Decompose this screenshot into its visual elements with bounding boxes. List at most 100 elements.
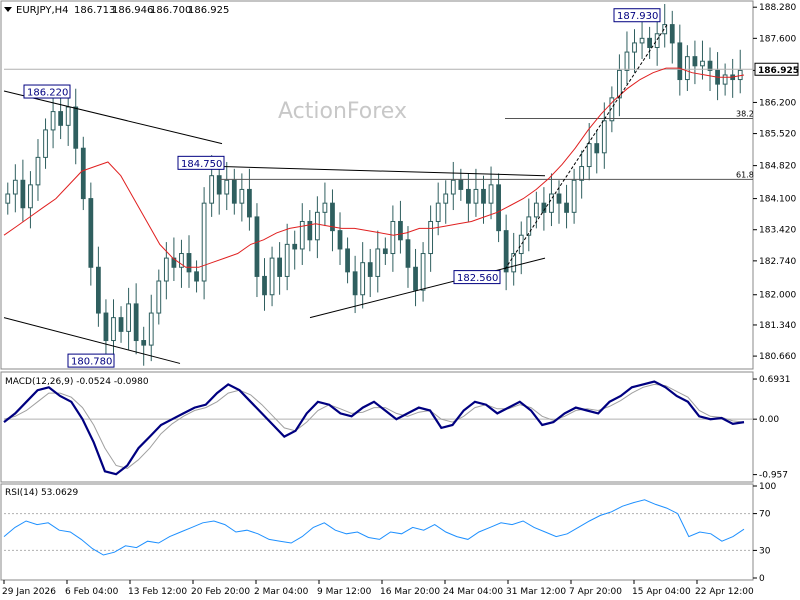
candle-body [12,179,18,195]
candle-body [428,220,434,255]
candle-body [473,188,479,204]
candle-body [231,179,237,204]
candle-body [594,143,600,154]
rsi-series [3,499,753,556]
macd-signal-line [3,383,745,469]
candle-body [269,257,275,296]
candle-body [367,262,373,277]
price-tick-label: 185.520 [759,130,796,140]
time-tick-label: 2 Mar 04:00 [254,587,309,597]
candle-body [511,253,517,273]
candle-body [526,216,532,236]
candle-body [390,220,396,255]
candle-body [239,188,245,204]
candle-body [496,184,501,232]
price-tick-label: 187.600 [759,34,796,44]
candle-body [669,24,675,44]
price-tick-label: 184.100 [759,195,796,205]
time-axis: 29 Jan 2026 6 Feb 04:00 13 Feb 12:00 20 Feb… [2,580,754,597]
candle-body [571,179,577,213]
candle-body [58,111,64,126]
price-callout-label: 186.220 [27,88,68,99]
price-series [5,4,743,366]
candle-body [224,179,230,195]
candle-body [179,253,184,268]
candle-body [330,202,335,232]
candle-body [586,143,592,168]
time-tick-label: 13 Feb 12:00 [128,587,187,597]
candle-body [103,312,109,342]
candle-body [488,184,494,204]
fib-swing-trendline [504,22,669,270]
macd-tick-label: 0.6931 [759,375,791,385]
candle-body [284,243,290,277]
price-callout-box [177,155,225,170]
rsi-axis: 100 70 30 0 [753,482,776,584]
candle-body [322,202,328,213]
candle-body [707,60,713,71]
candle-body [443,193,449,204]
candle-body [133,303,139,342]
candle-body [617,69,622,99]
fib-level-label: 38.2 [736,109,754,118]
candle-body [503,230,509,273]
time-tick-label: 6 Feb 04:00 [65,587,119,597]
candle-body [247,188,252,218]
macd-tick-label: -0.957 [759,471,788,481]
candle-body [601,120,607,154]
candle-body [345,248,350,273]
candle-body [111,317,116,342]
rsi-pane-border [0,483,754,581]
rsi-tick-label: 100 [759,482,776,492]
time-tick-label: 15 Apr 04:00 [632,587,691,597]
current-price-label: 186.925 [758,66,799,76]
candle-body [171,257,177,268]
macd-tick-label: 0.00 [759,415,779,425]
candle-body [148,312,154,346]
candle-body [579,166,585,181]
watermark: ActionForex [278,99,407,124]
candle-body [88,198,94,268]
dropdown-triangle-icon[interactable] [4,7,12,12]
candle-body [277,257,282,277]
candle-body [43,129,48,158]
candle-body [564,202,569,213]
candle-body [405,239,411,268]
candle-body [654,33,660,48]
candle-body [299,220,305,250]
candle-body [684,56,690,81]
candle-body [20,179,26,209]
candle-body [549,193,554,213]
time-tick-label: 7 Apr 20:00 [569,587,622,597]
candle-body [609,97,615,122]
price-callout-label: 184.750 [181,159,222,170]
candle-body [413,266,418,291]
candle-body [466,188,471,204]
candle-body [5,193,11,204]
price-tick-label: 181.340 [759,321,796,331]
macd-title: MACD(12,26,9) -0.0524 -0.0980 [5,377,149,387]
rsi-tick-label: 70 [759,510,771,520]
candle-body [458,179,464,190]
candle-body [662,24,668,35]
candle-body [556,193,562,204]
candle-body [632,42,637,53]
open-value: 186.713 [74,5,115,16]
price-tick-label: 180.660 [759,352,796,362]
low-value: 186.700 [150,5,191,16]
time-tick-label: 22 Apr 12:00 [695,587,754,597]
candle-body [398,220,403,241]
price-callout-box [453,270,501,285]
macd-pane-border [0,371,754,483]
moving-average-line [3,67,745,268]
instrument-header: EURJPY,H4 186.713 186.946 186.700 186.92… [4,5,229,16]
price-tick-label: 182.740 [759,257,796,267]
candle-body [382,248,388,255]
candle-body [118,317,124,332]
candle-body [209,175,215,204]
candle-body [262,275,267,296]
candle-body [541,202,547,213]
price-overlays: 38.2 61.8 186.220 184.750 187.930 182.560 180.… [3,8,754,368]
time-tick-label: 24 Mar 04:00 [443,587,503,597]
